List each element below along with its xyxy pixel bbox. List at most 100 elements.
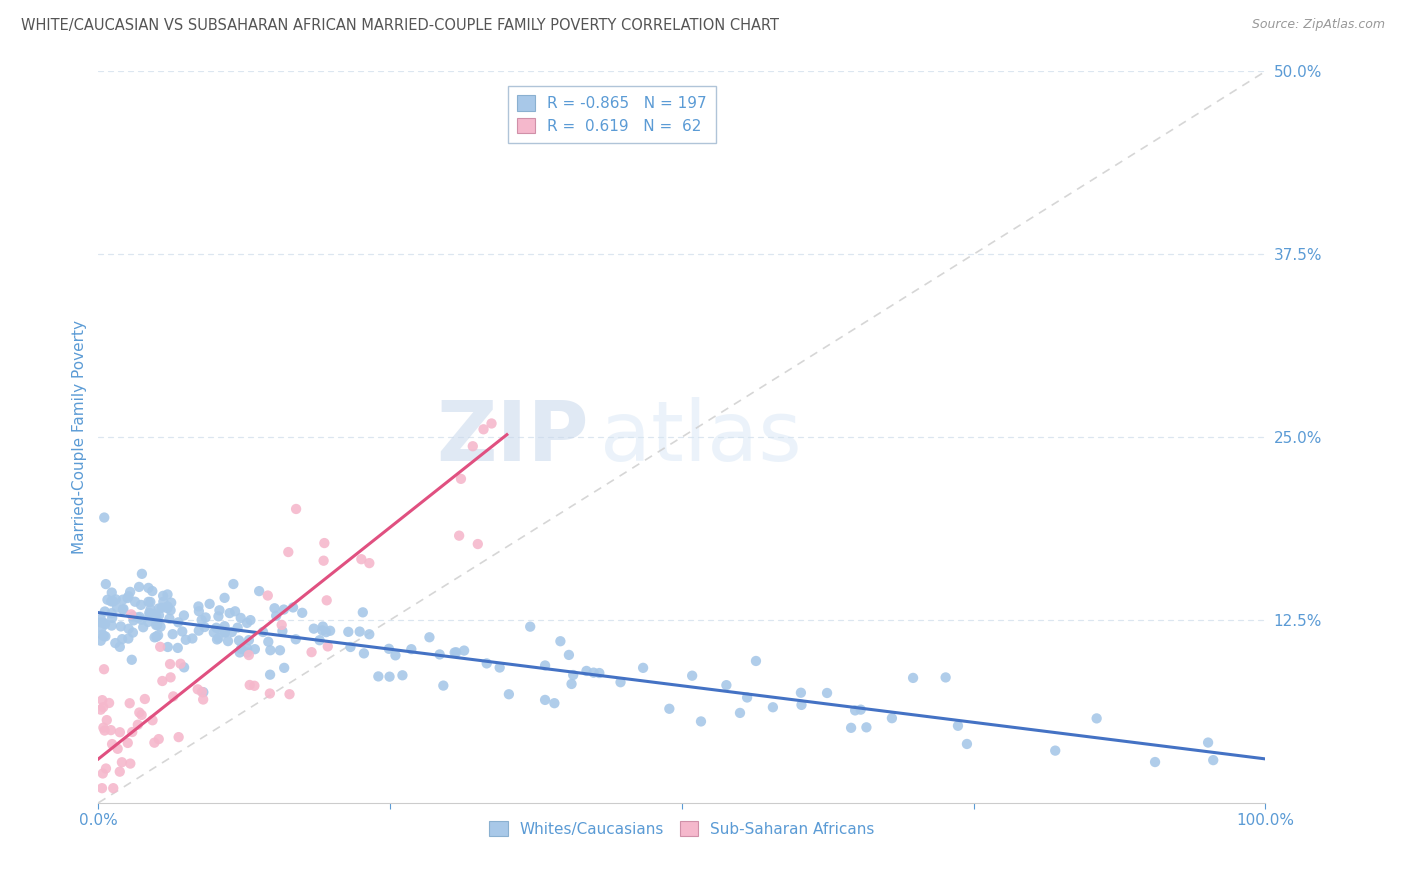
Text: WHITE/CAUCASIAN VS SUBSAHARAN AFRICAN MARRIED-COUPLE FAMILY POVERTY CORRELATION : WHITE/CAUCASIAN VS SUBSAHARAN AFRICAN MA… (21, 18, 779, 33)
Point (461, 439, 484, 453)
Point (247, 584, 270, 599)
Point (122, 609, 145, 624)
Point (94, 762, 117, 776)
Point (880, 711, 903, 725)
Point (107, 741, 129, 756)
Point (90, 633, 112, 648)
Point (159, 603, 181, 617)
Point (122, 613, 145, 627)
Point (315, 625, 337, 640)
Point (108, 725, 131, 739)
Point (156, 599, 179, 614)
Point (156, 587, 179, 601)
Point (150, 601, 173, 615)
Point (145, 618, 167, 632)
Point (208, 623, 231, 637)
Point (108, 640, 131, 654)
Point (143, 631, 166, 645)
Point (214, 624, 236, 639)
Point (136, 615, 159, 629)
Point (690, 714, 713, 729)
Point (790, 698, 813, 712)
Point (946, 719, 969, 733)
Point (146, 628, 169, 642)
Point (217, 634, 239, 648)
Point (205, 621, 228, 635)
Point (935, 670, 957, 684)
Point (173, 660, 195, 674)
Point (558, 648, 581, 662)
Point (145, 611, 167, 625)
Point (141, 584, 163, 599)
Point (236, 641, 259, 656)
Point (311, 624, 333, 638)
Point (519, 620, 541, 634)
Point (236, 645, 259, 659)
Point (353, 647, 375, 661)
Point (105, 600, 128, 615)
Point (534, 693, 557, 707)
Point (131, 613, 153, 627)
Point (257, 634, 280, 648)
Point (187, 599, 209, 614)
Point (134, 692, 156, 706)
Point (226, 621, 249, 635)
Point (190, 613, 212, 627)
Point (291, 606, 314, 620)
Point (93, 510, 115, 524)
Point (187, 624, 209, 638)
Point (472, 422, 495, 436)
Point (378, 641, 401, 656)
Point (849, 703, 872, 717)
Point (141, 713, 163, 727)
Point (1085, 711, 1108, 725)
Point (202, 625, 225, 640)
Point (145, 609, 167, 624)
Point (94, 617, 117, 632)
Point (228, 633, 250, 648)
Point (117, 589, 139, 603)
Point (481, 417, 503, 431)
Point (122, 625, 145, 640)
Point (534, 658, 557, 673)
Point (359, 556, 381, 570)
Point (187, 604, 209, 618)
Point (681, 669, 703, 683)
Point (152, 595, 174, 609)
Point (658, 702, 681, 716)
Point (562, 668, 585, 682)
Point (208, 603, 231, 617)
Point (391, 668, 413, 682)
Point (264, 608, 287, 623)
Point (156, 601, 179, 615)
Point (152, 589, 174, 603)
Point (131, 707, 153, 722)
Point (1045, 744, 1067, 758)
Point (128, 706, 150, 720)
Point (162, 690, 184, 704)
Point (256, 589, 278, 603)
Point (221, 625, 243, 640)
Point (560, 677, 582, 691)
Point (159, 612, 181, 626)
Point (120, 585, 142, 599)
Point (956, 737, 979, 751)
Point (312, 554, 335, 568)
Point (243, 679, 266, 693)
Point (314, 536, 336, 550)
Point (142, 610, 165, 624)
Point (100, 606, 122, 620)
Point (449, 529, 471, 543)
Point (90, 615, 112, 630)
Point (214, 619, 236, 633)
Point (148, 601, 170, 615)
Point (103, 781, 125, 796)
Point (150, 673, 173, 688)
Point (450, 472, 472, 486)
Point (285, 502, 308, 516)
Point (239, 678, 262, 692)
Point (384, 648, 406, 663)
Point (1144, 755, 1167, 769)
Point (91, 766, 114, 780)
Point (855, 720, 877, 734)
